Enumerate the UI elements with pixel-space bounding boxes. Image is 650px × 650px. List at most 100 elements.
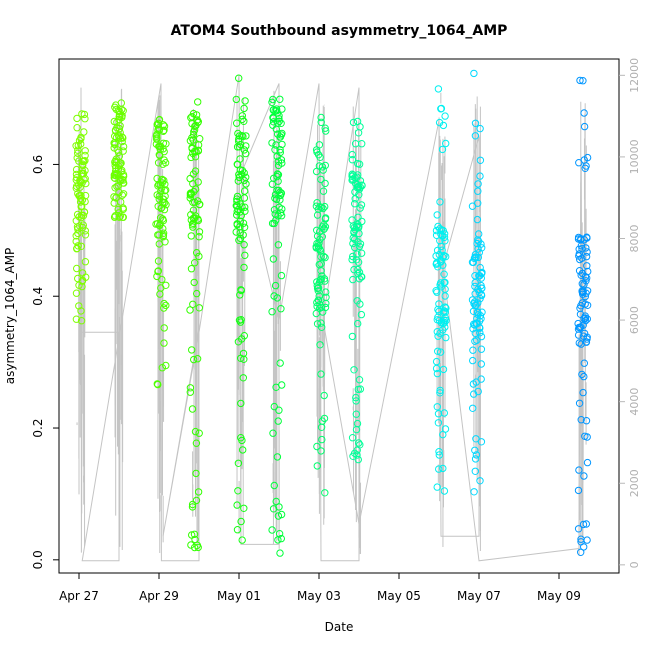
data-point (275, 117, 283, 126)
data-point (78, 179, 86, 187)
data-point (316, 276, 325, 284)
data-point (353, 117, 362, 126)
data-point (321, 202, 329, 211)
x-tick-label: May 03 (297, 589, 341, 603)
data-point (317, 118, 325, 127)
data-point (314, 151, 323, 159)
data-point (237, 517, 245, 526)
data-point (118, 166, 126, 175)
data-point (313, 211, 322, 219)
data-point (314, 244, 323, 252)
data-point (238, 112, 247, 120)
data-point (77, 307, 85, 315)
data-point (73, 174, 81, 182)
data-point (582, 417, 591, 425)
data-point (273, 294, 281, 302)
data-point (435, 300, 443, 308)
data-point (236, 234, 245, 243)
data-point (355, 229, 363, 238)
data-point (314, 284, 323, 292)
data-point (313, 462, 321, 470)
data-point (276, 95, 284, 104)
data-point (274, 171, 283, 179)
data-point (575, 466, 583, 474)
data-point (436, 225, 444, 233)
data-point (194, 178, 202, 186)
data-point (354, 385, 362, 394)
data-point (77, 203, 85, 211)
data-point (348, 172, 356, 181)
data-point (313, 199, 321, 207)
data-point (317, 370, 325, 378)
data-point (237, 211, 246, 220)
data-point (238, 335, 246, 343)
data-point (234, 205, 242, 214)
data-point (349, 452, 357, 460)
data-point (188, 405, 197, 413)
data-point (190, 278, 198, 287)
data-point (349, 118, 358, 127)
data-point (438, 145, 447, 154)
data-point (115, 209, 123, 217)
data-point (78, 160, 87, 168)
data-point (269, 429, 277, 437)
data-point (277, 119, 285, 128)
data-point (192, 496, 201, 505)
data-point (159, 216, 168, 225)
data-point (575, 267, 584, 275)
data-point (441, 425, 450, 433)
data-point (583, 458, 592, 467)
data-point (277, 271, 286, 280)
x-tick-label: Apr 27 (59, 589, 99, 603)
data-point (580, 236, 588, 244)
data-point (474, 253, 482, 262)
data-point (348, 332, 357, 341)
data-point (432, 231, 441, 240)
data-point (156, 290, 164, 298)
data-point (313, 298, 321, 307)
data-point (348, 216, 356, 224)
data-point (239, 446, 247, 454)
data-point (471, 119, 480, 128)
data-point (110, 171, 119, 179)
data-point (436, 389, 444, 397)
data-point (574, 235, 583, 243)
data-point (154, 159, 163, 167)
data-point (353, 250, 361, 258)
data-point (354, 129, 363, 137)
data-point (273, 170, 282, 178)
data-point (195, 228, 204, 236)
data-point (240, 104, 248, 113)
data-point (316, 304, 324, 312)
data-point (577, 535, 585, 543)
y-right-tick-label: 10000 (628, 139, 641, 174)
data-point (476, 311, 485, 320)
data-point (236, 223, 244, 231)
data-point (582, 338, 591, 346)
data-point (353, 419, 362, 428)
data-point (272, 195, 281, 204)
data-point (240, 117, 248, 126)
data-point (74, 141, 83, 150)
data-point (73, 114, 81, 123)
data-point (233, 119, 241, 127)
data-point (348, 150, 356, 159)
data-point (581, 164, 589, 173)
data-point (269, 114, 277, 122)
data-point (471, 455, 480, 463)
data-point (156, 145, 165, 154)
data-point (193, 355, 202, 363)
data-point (439, 464, 447, 473)
data-point (77, 242, 86, 251)
data-point (437, 105, 445, 113)
data-point (313, 320, 322, 328)
data-point (238, 203, 246, 211)
data-point (352, 410, 360, 418)
data-point (358, 273, 366, 281)
data-point (474, 180, 482, 188)
data-point (187, 265, 196, 273)
data-point (116, 134, 125, 142)
data-point (579, 388, 587, 397)
data-point (318, 435, 326, 444)
